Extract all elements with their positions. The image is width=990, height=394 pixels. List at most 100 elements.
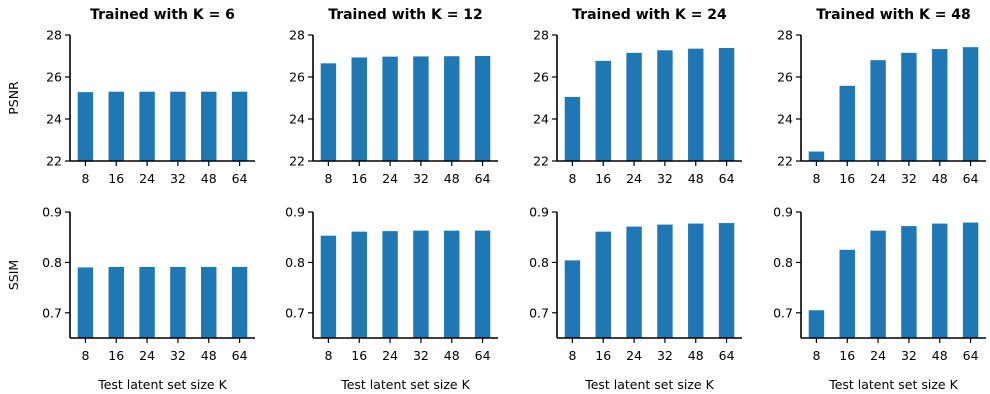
x-tick-label: 64 [232, 348, 248, 363]
y-tick-label: 24 [533, 112, 549, 127]
y-axis-label-ssim: SSIM [6, 260, 21, 290]
y-tick-label: 0.9 [285, 205, 305, 220]
y-tick-label: 0.8 [529, 255, 549, 270]
bar-ssim-p4-k24 [870, 230, 886, 338]
bar-ssim-p1-k16 [108, 266, 124, 338]
bar-psnr-p4-k64 [962, 47, 979, 161]
bar-psnr-p2-k64 [474, 56, 491, 161]
x-tick-label: 24 [626, 171, 642, 186]
bar-ssim-p3-k16 [595, 231, 611, 338]
x-tick-label: 24 [139, 171, 155, 186]
bar-ssim-p2-k32 [413, 230, 429, 338]
bar-psnr-p2-k32 [413, 56, 429, 161]
x-tick-label: 16 [108, 348, 124, 363]
bar-psnr-p4-k24 [870, 60, 886, 162]
x-tick-label: 64 [475, 171, 491, 186]
x-tick-label: 64 [963, 348, 979, 363]
x-tick-label: 48 [201, 171, 217, 186]
bar-ssim-p4-k48 [932, 223, 948, 338]
y-tick-label: 0.8 [773, 255, 793, 270]
x-tick-label: 64 [719, 348, 735, 363]
bar-ssim-p2-k64 [474, 230, 491, 338]
y-tick-label: 0.7 [773, 305, 793, 320]
x-axis-label: Test latent set size K [828, 377, 958, 392]
bar-psnr-p2-k48 [444, 56, 460, 161]
y-tick-label: 0.8 [285, 255, 305, 270]
y-tick-label: 0.7 [285, 305, 305, 320]
x-tick-label: 16 [108, 171, 124, 186]
y-axis-label-psnr: PSNR [6, 81, 21, 115]
x-tick-label: 8 [81, 348, 89, 363]
y-tick-label: 0.8 [42, 255, 62, 270]
bar-ssim-p3-k32 [657, 224, 673, 338]
x-axis-label: Test latent set size K [97, 377, 227, 392]
panel-title-3: Trained with K = 24 [572, 7, 727, 23]
x-tick-label: 24 [139, 348, 155, 363]
y-tick-label: 22 [46, 154, 62, 169]
y-tick-label: 28 [533, 28, 549, 43]
y-tick-label: 0.7 [42, 305, 62, 320]
x-tick-label: 16 [595, 171, 611, 186]
bar-psnr-p3-k32 [657, 50, 673, 161]
x-tick-label: 64 [232, 171, 248, 186]
y-tick-label: 28 [777, 28, 793, 43]
y-tick-label: 0.9 [42, 205, 62, 220]
x-tick-label: 48 [444, 171, 460, 186]
y-tick-label: 28 [289, 28, 305, 43]
bar-ssim-p2-k24 [382, 231, 398, 338]
bar-ssim-p2-k16 [351, 231, 367, 338]
bar-ssim-p1-k32 [170, 266, 186, 338]
x-tick-label: 8 [812, 171, 820, 186]
bar-psnr-p1-k8 [77, 92, 94, 161]
x-tick-label: 24 [626, 348, 642, 363]
bar-ssim-p3-k24 [626, 226, 642, 338]
x-tick-label: 24 [870, 171, 886, 186]
bar-ssim-p3-k64 [718, 223, 735, 338]
bar-ssim-p4-k8 [808, 310, 825, 338]
x-tick-label: 16 [839, 171, 855, 186]
bar-psnr-p3-k24 [626, 52, 642, 161]
bar-psnr-p4-k32 [901, 52, 917, 161]
panel-title-2: Trained with K = 12 [328, 7, 483, 23]
x-tick-label: 32 [901, 348, 917, 363]
y-tick-label: 24 [289, 112, 305, 127]
x-tick-label: 48 [688, 348, 704, 363]
bar-ssim-p2-k48 [444, 230, 460, 338]
x-tick-label: 32 [413, 348, 429, 363]
bar-psnr-p2-k16 [351, 57, 367, 161]
x-tick-label: 48 [201, 348, 217, 363]
y-tick-label: 26 [46, 70, 62, 85]
x-tick-label: 48 [932, 348, 948, 363]
y-tick-label: 26 [289, 70, 305, 85]
y-tick-label: 22 [533, 154, 549, 169]
x-tick-label: 48 [444, 348, 460, 363]
x-tick-label: 32 [170, 171, 186, 186]
bar-psnr-p4-k16 [839, 85, 855, 161]
bar-psnr-p1-k24 [139, 91, 155, 161]
x-tick-label: 8 [568, 348, 576, 363]
bar-ssim-p3-k8 [564, 260, 581, 338]
x-tick-label: 64 [963, 171, 979, 186]
x-tick-label: 32 [170, 348, 186, 363]
x-tick-label: 16 [351, 171, 367, 186]
x-axis-label: Test latent set size K [584, 377, 714, 392]
bar-ssim-p1-k8 [77, 267, 94, 338]
x-tick-label: 48 [688, 171, 704, 186]
x-axis-label: Test latent set size K [340, 377, 470, 392]
x-tick-label: 8 [568, 171, 576, 186]
bar-ssim-p3-k48 [688, 223, 704, 338]
panel-title-1: Trained with K = 6 [90, 7, 235, 23]
x-tick-label: 8 [324, 348, 332, 363]
bar-psnr-p2-k8 [320, 63, 337, 161]
bar-ssim-p4-k64 [962, 222, 979, 338]
y-tick-label: 24 [46, 112, 62, 127]
x-tick-label: 24 [382, 348, 398, 363]
x-tick-label: 16 [839, 348, 855, 363]
y-tick-label: 26 [777, 70, 793, 85]
bar-ssim-p4-k16 [839, 249, 855, 338]
bar-psnr-p2-k24 [382, 56, 398, 161]
x-tick-label: 8 [81, 171, 89, 186]
bar-psnr-p1-k64 [231, 91, 248, 161]
bar-psnr-p3-k48 [688, 48, 704, 161]
x-tick-label: 8 [324, 171, 332, 186]
